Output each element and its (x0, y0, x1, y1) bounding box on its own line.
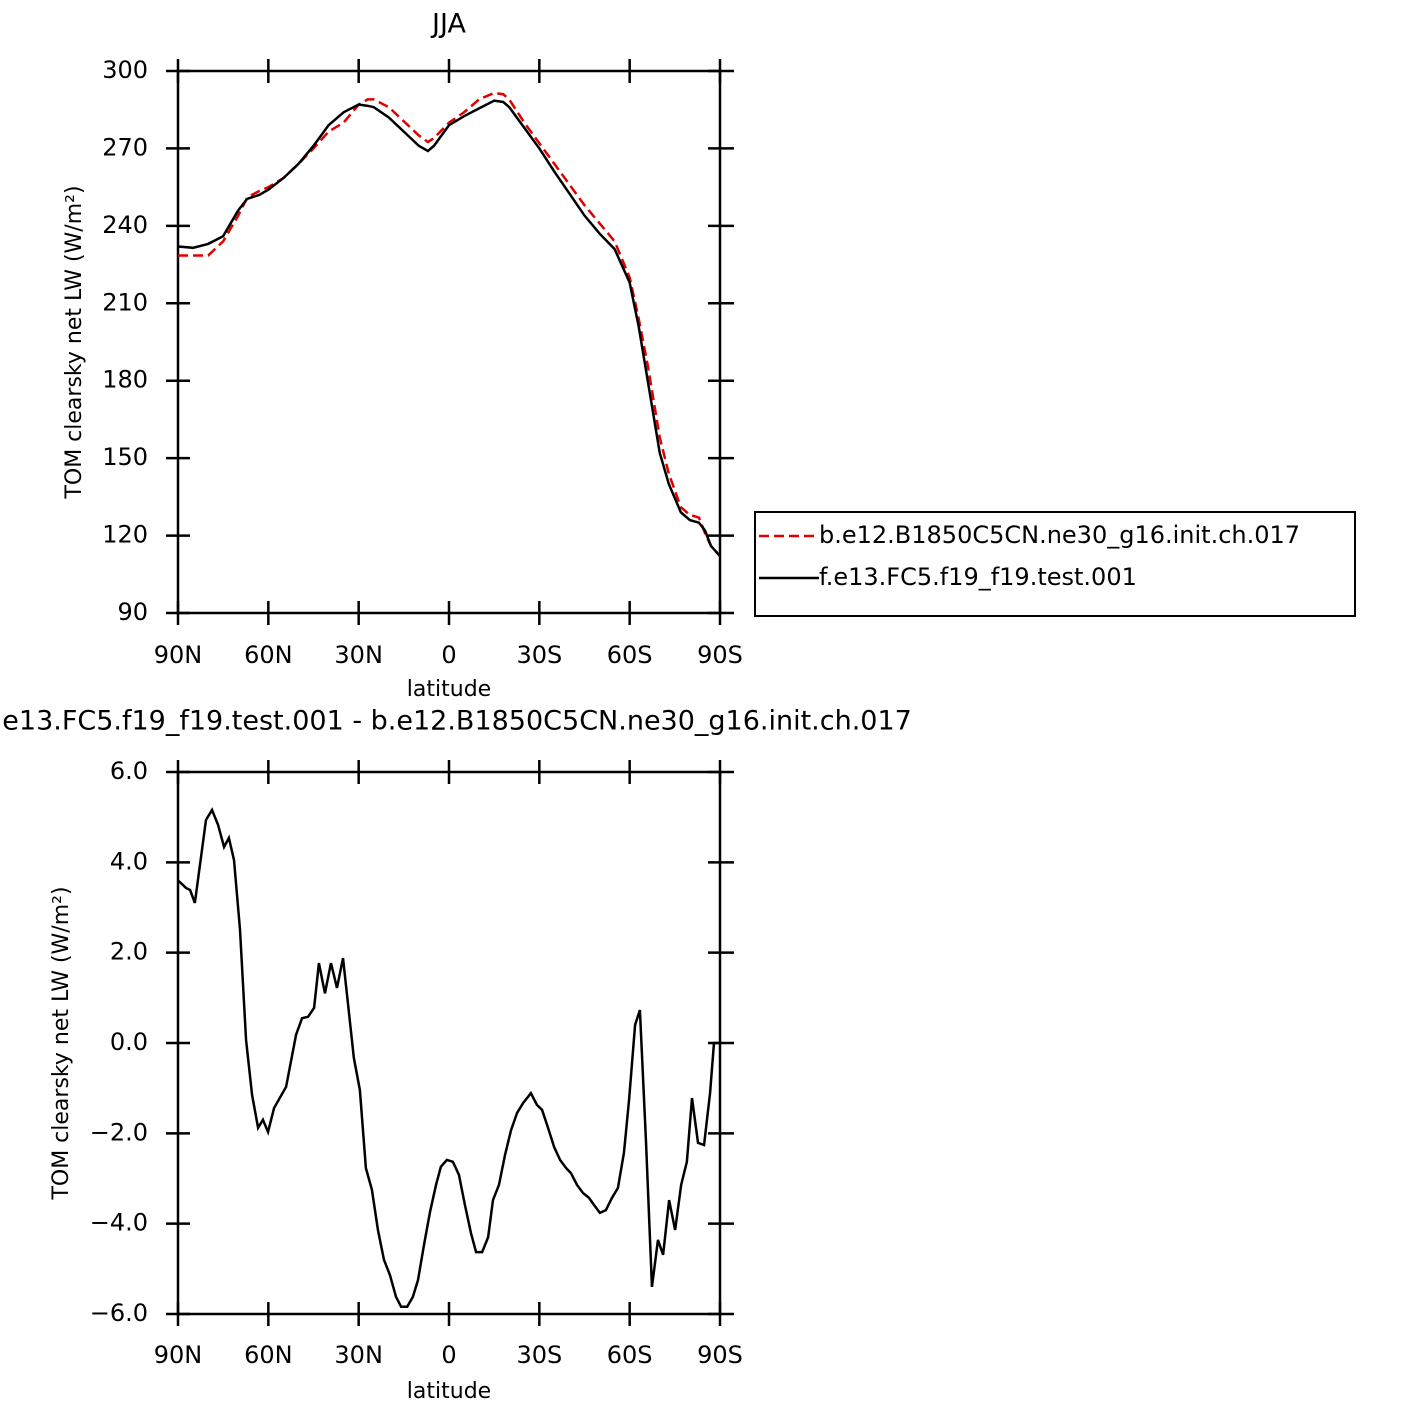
y-tick-label: 6.0 (110, 757, 148, 785)
chart-title: JJA (430, 9, 466, 40)
x-tick-label: 0 (441, 1341, 456, 1369)
y-tick-label: −4.0 (90, 1209, 148, 1237)
y-tick-label: 4.0 (110, 847, 148, 875)
x-tick-label: 0 (441, 641, 456, 669)
data-line (177, 807, 720, 1309)
x-tick-label: 60N (244, 1341, 293, 1369)
y-tick-label: 120 (102, 521, 148, 549)
x-axis-label: latitude (407, 1379, 491, 1404)
x-tick-label: 90N (154, 1341, 203, 1369)
y-tick-label: 270 (102, 133, 148, 161)
y-tick-label: 2.0 (110, 938, 148, 966)
legend-label: b.e12.B1850C5CN.ne30_g16.init.ch.017 (819, 521, 1300, 549)
y-axis-label: TOM clearsky net LW (W/m²) (49, 886, 74, 1200)
data-line (177, 99, 721, 558)
y-tick-label: 180 (102, 366, 148, 394)
y-tick-label: 0.0 (110, 1028, 148, 1056)
y-tick-label: 210 (102, 288, 148, 316)
data-line (178, 91, 721, 558)
plot-frame (176, 69, 722, 615)
x-tick-label: 30N (334, 641, 383, 669)
y-axis-label: TOM clearsky net LW (W/m²) (62, 185, 87, 499)
x-tick-label: 60S (607, 1341, 653, 1369)
y-tick-label: 90 (117, 598, 148, 626)
y-tick-label: 240 (102, 211, 148, 239)
x-tick-label: 30S (516, 1341, 562, 1369)
chart-title: f.e13.FC5.f19_f19.test.001 - b.e12.B1850… (0, 706, 912, 737)
x-tick-label: 30S (516, 641, 562, 669)
y-tick-label: 300 (102, 56, 148, 84)
x-tick-label: 90S (697, 641, 743, 669)
y-tick-label: −6.0 (90, 1299, 148, 1327)
legend-label: f.e13.FC5.f19_f19.test.001 (819, 563, 1137, 591)
x-tick-label: 90S (697, 1341, 743, 1369)
x-tick-label: 60N (244, 641, 293, 669)
x-tick-label: 90N (154, 641, 203, 669)
y-tick-label: −2.0 (90, 1118, 148, 1146)
x-tick-label: 30N (334, 1341, 383, 1369)
y-tick-label: 150 (102, 443, 148, 471)
x-axis-label: latitude (407, 677, 491, 702)
legend-box (754, 511, 1356, 617)
plot-frame (176, 770, 722, 1316)
x-tick-label: 60S (607, 641, 653, 669)
